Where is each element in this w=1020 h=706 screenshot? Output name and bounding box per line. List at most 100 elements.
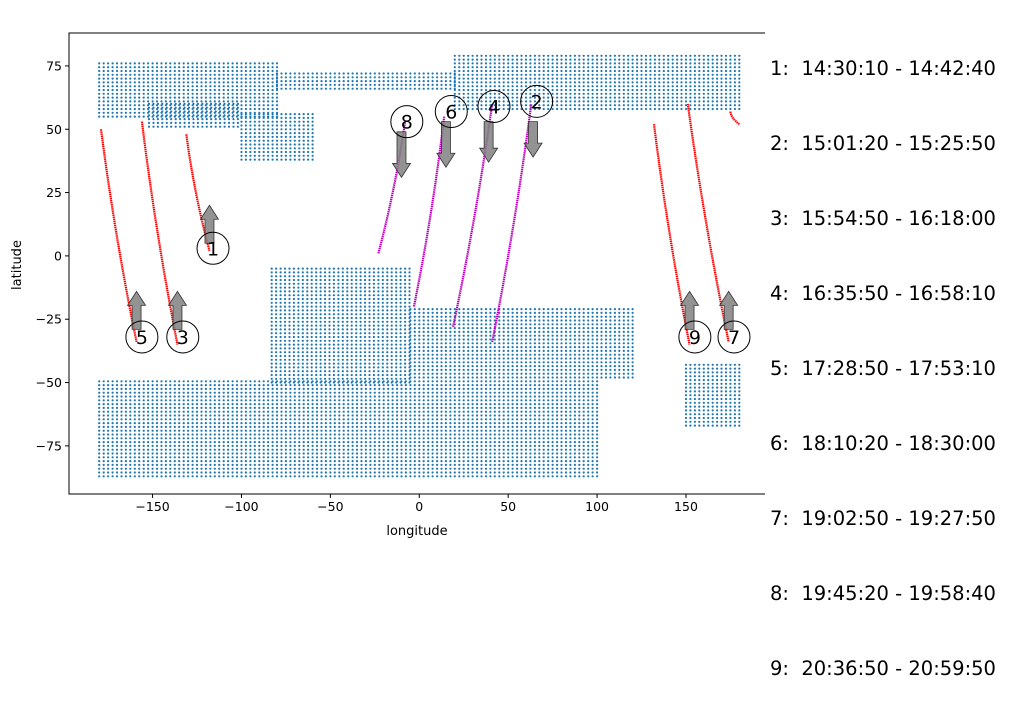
grid-point	[395, 324, 398, 327]
grid-point	[631, 58, 634, 61]
grid-point	[363, 332, 367, 335]
grid-point	[418, 72, 421, 75]
grid-point	[427, 334, 430, 337]
grid-point	[667, 62, 670, 65]
grid-point	[275, 377, 278, 380]
grid-point	[267, 92, 270, 95]
grid-point	[240, 132, 243, 135]
grid-point	[319, 313, 322, 316]
grid-point	[582, 85, 585, 88]
grid-point	[359, 286, 362, 289]
grid-point	[591, 96, 594, 99]
grid-point	[627, 311, 630, 314]
grid-point	[275, 452, 279, 455]
grid-point	[404, 324, 407, 327]
grid-point	[520, 334, 523, 337]
grid-point	[147, 102, 151, 105]
grid-point	[169, 452, 172, 455]
grid-point	[431, 338, 434, 341]
grid-point	[524, 100, 528, 103]
grid-point	[262, 66, 265, 69]
grid-point	[560, 66, 563, 69]
grid-point	[618, 77, 621, 80]
grid-point	[138, 62, 141, 65]
grid-point	[404, 313, 407, 316]
grid-point	[578, 107, 581, 111]
grid-point	[359, 354, 362, 358]
grid-point	[284, 80, 287, 83]
grid-point	[387, 87, 390, 90]
grid-point	[283, 328, 287, 331]
grid-point	[311, 147, 314, 150]
grid-point	[476, 58, 479, 61]
grid-point	[288, 286, 291, 289]
grid-point	[283, 332, 287, 335]
grid-point	[724, 69, 728, 73]
grid-point	[275, 290, 278, 293]
grid-point	[332, 290, 335, 293]
grid-point	[587, 88, 590, 92]
grid-point	[187, 460, 190, 463]
grid-point	[622, 338, 625, 341]
grid-point	[280, 120, 283, 123]
grid-point	[618, 308, 621, 311]
grid-point	[440, 456, 443, 459]
grid-point	[502, 62, 505, 65]
grid-point	[302, 124, 305, 127]
grid-point	[547, 58, 550, 61]
grid-point	[413, 319, 416, 322]
grid-point	[222, 467, 225, 470]
grid-point	[160, 66, 163, 69]
grid-point	[564, 69, 568, 73]
grid-point	[399, 354, 402, 358]
grid-point	[498, 467, 501, 470]
grid-point	[444, 327, 447, 330]
grid-point	[293, 87, 296, 90]
grid-point	[569, 372, 572, 375]
grid-point	[191, 81, 194, 84]
grid-point	[676, 81, 679, 84]
grid-point	[467, 104, 470, 107]
grid-point	[560, 62, 563, 65]
grid-point	[627, 66, 630, 69]
grid-point	[480, 315, 483, 318]
grid-point	[267, 132, 270, 135]
grid-point	[529, 334, 532, 337]
grid-point	[587, 85, 590, 88]
grid-point	[275, 62, 279, 65]
grid-point	[297, 297, 300, 301]
grid-point	[147, 69, 150, 73]
grid-point	[115, 88, 119, 92]
grid-point	[395, 335, 398, 339]
grid-point	[183, 121, 186, 124]
grid-point	[413, 452, 416, 455]
grid-point	[262, 100, 265, 103]
grid-point	[591, 311, 594, 314]
grid-point	[440, 452, 443, 455]
grid-point	[120, 115, 123, 118]
grid-point	[372, 282, 375, 285]
grid-point	[107, 456, 110, 459]
grid-point	[279, 343, 282, 346]
grid-point	[142, 62, 145, 65]
grid-point	[372, 370, 375, 373]
grid-point	[270, 309, 273, 312]
grid-point	[363, 278, 367, 282]
grid-point	[649, 92, 652, 95]
grid-point	[302, 158, 305, 161]
grid-point	[192, 102, 195, 105]
grid-point	[192, 121, 195, 124]
grid-point	[297, 366, 300, 369]
grid-point	[142, 69, 145, 73]
grid-point	[111, 77, 114, 80]
grid-point	[329, 80, 332, 83]
grid-point	[258, 452, 261, 455]
grid-point	[458, 349, 461, 352]
grid-point	[147, 85, 150, 88]
grid-point	[622, 361, 625, 364]
grid-point	[258, 132, 261, 135]
grid-point	[640, 100, 643, 103]
grid-point	[631, 62, 634, 65]
grid-point	[560, 107, 563, 111]
grid-point	[173, 463, 176, 466]
